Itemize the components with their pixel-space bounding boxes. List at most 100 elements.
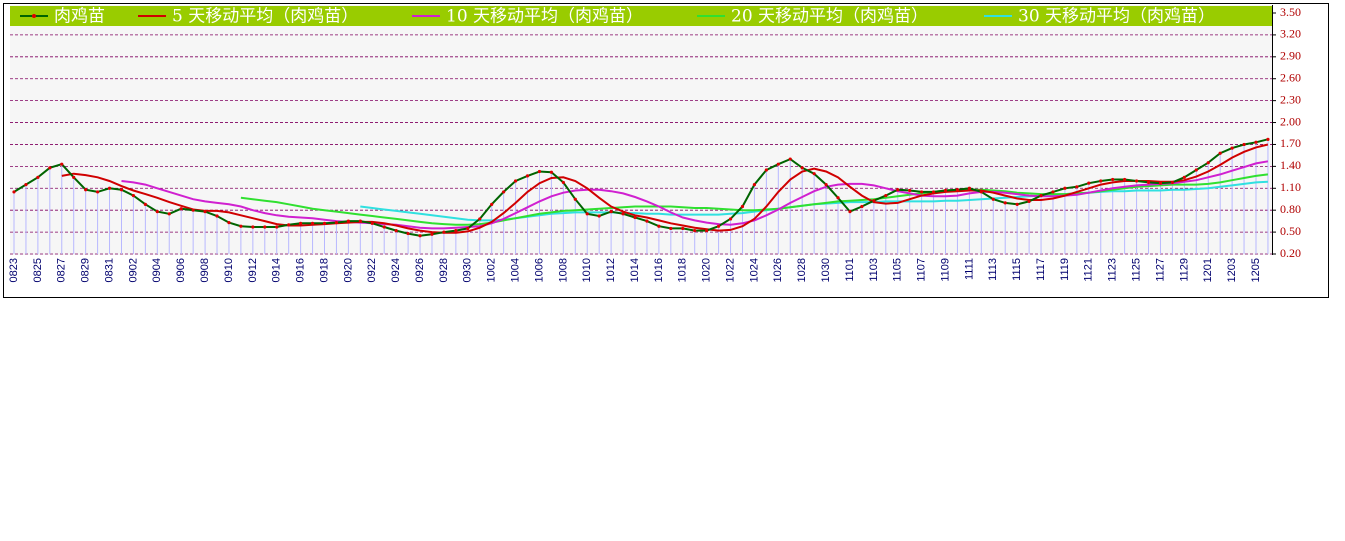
x-tick-label: 1127 (1154, 258, 1166, 282)
x-tick-label: 0920 (342, 258, 354, 282)
point-marker (179, 207, 183, 211)
x-tick-label: 1016 (653, 258, 665, 282)
point-marker (943, 188, 948, 193)
point-marker (537, 169, 542, 174)
point-marker (48, 166, 52, 170)
point-marker (657, 224, 661, 228)
x-tick-label: 0904 (151, 258, 163, 282)
point-marker (1134, 179, 1139, 183)
x-tick-label: 0910 (223, 258, 235, 282)
point-marker (72, 175, 76, 179)
legend-label: 20 天移动平均（肉鸡苗） (731, 7, 928, 27)
point-marker (1075, 185, 1079, 189)
point-marker (155, 210, 159, 214)
point-marker (1003, 201, 1007, 205)
x-tick-label: 1107 (916, 258, 928, 282)
point-marker (84, 188, 88, 192)
point-marker (1266, 137, 1270, 141)
point-marker (1015, 202, 1019, 206)
point-marker (549, 170, 554, 174)
x-tick-label: 1113 (987, 258, 999, 281)
point-marker (979, 190, 983, 194)
point-marker (1027, 199, 1031, 204)
x-tick-label: 0928 (438, 258, 450, 282)
point-marker (239, 224, 243, 228)
point-marker (60, 162, 64, 166)
point-marker (299, 221, 303, 225)
x-tick-label: 0916 (295, 258, 307, 282)
point-marker (1039, 193, 1043, 198)
x-tick-label: 0912 (247, 258, 259, 282)
x-tick-label: 1010 (581, 258, 593, 282)
plot-area (10, 5, 1272, 255)
point-marker (1254, 140, 1258, 144)
point-marker (836, 196, 840, 200)
legend-label: 5 天移动平均（肉鸡苗） (172, 7, 358, 27)
point-marker (322, 221, 327, 225)
point-marker (896, 188, 900, 192)
point-marker (931, 190, 936, 194)
x-tick-label: 1018 (677, 258, 689, 282)
point-marker (370, 221, 374, 225)
point-marker (227, 220, 231, 225)
point-marker (131, 193, 136, 198)
x-tick-label: 1105 (892, 258, 904, 282)
x-tick-label: 1203 (1226, 258, 1238, 282)
x-tick-label: 1103 (868, 258, 880, 282)
point-marker (681, 226, 685, 231)
x-tick-label: 1006 (533, 258, 545, 282)
x-tick-label: 0827 (56, 258, 68, 282)
point-marker (287, 223, 291, 227)
point-marker (1242, 142, 1246, 147)
x-tick-label: 0922 (366, 258, 378, 282)
x-tick-label: 1026 (772, 258, 784, 282)
x-tick-label: 0906 (175, 258, 187, 282)
point-marker (203, 210, 207, 214)
y-tick-label: 1.70 (1280, 136, 1301, 150)
point-marker (585, 212, 589, 216)
point-marker (764, 168, 768, 172)
x-tick-label: 1129 (1178, 258, 1190, 282)
y-tick-label: 0.80 (1280, 202, 1301, 216)
point-marker (920, 190, 924, 194)
x-tick-label: 0902 (127, 258, 139, 282)
point-marker (418, 234, 422, 238)
series-line (61, 143, 1269, 234)
point-marker (1170, 180, 1175, 185)
point-marker (502, 190, 506, 194)
x-tick-label: 1201 (1202, 258, 1214, 282)
x-tick-label: 1115 (1011, 258, 1023, 281)
point-marker (991, 197, 995, 201)
x-tick-label: 1123 (1107, 258, 1119, 282)
y-tick-label: 2.60 (1280, 70, 1301, 84)
x-tick-label: 1002 (486, 258, 498, 282)
point-marker (406, 231, 410, 236)
point-marker (1218, 151, 1222, 155)
point-marker (119, 188, 124, 192)
point-marker (967, 186, 971, 190)
x-tick-label: 1028 (796, 258, 808, 282)
legend-label: 肉鸡苗 (54, 7, 105, 27)
point-marker (334, 220, 339, 225)
point-marker (466, 226, 470, 231)
legend-bar (10, 6, 1272, 26)
point-marker (263, 225, 267, 229)
x-tick-label: 1101 (844, 258, 856, 282)
point-marker (310, 221, 315, 225)
x-tick-label: 0918 (318, 258, 330, 282)
x-tick-label: 1022 (724, 258, 736, 282)
x-tick-label: 0825 (32, 258, 44, 282)
point-marker (860, 204, 864, 209)
point-marker (107, 186, 112, 190)
x-tick-label: 1030 (820, 258, 832, 282)
point-marker (275, 225, 279, 229)
x-tick-label: 1014 (629, 258, 641, 282)
point-marker (824, 183, 828, 187)
point-marker (752, 183, 757, 187)
point-marker (1206, 161, 1210, 165)
legend-label: 10 天移动平均（肉鸡苗） (446, 7, 643, 27)
point-marker (1182, 175, 1186, 179)
x-tick-label: 0930 (462, 258, 474, 282)
y-tick-label: 2.30 (1280, 92, 1301, 106)
x-tick-label: 1125 (1130, 258, 1142, 282)
